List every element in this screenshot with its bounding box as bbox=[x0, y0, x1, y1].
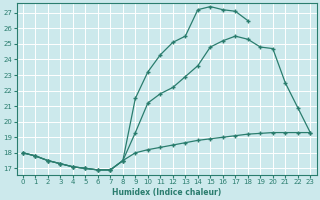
X-axis label: Humidex (Indice chaleur): Humidex (Indice chaleur) bbox=[112, 188, 221, 197]
